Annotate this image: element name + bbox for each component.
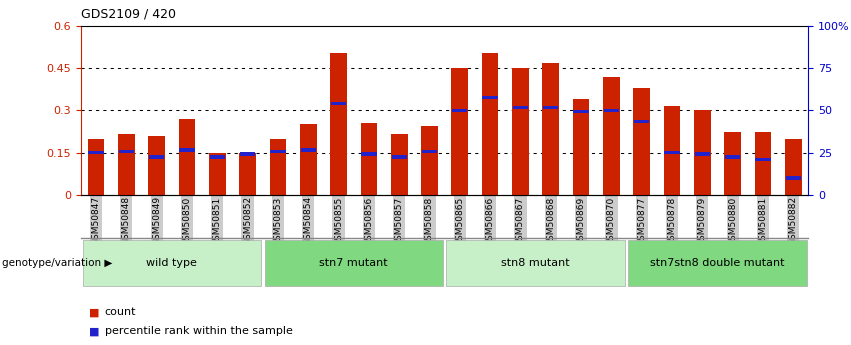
Bar [180, 148, 195, 151]
Bar [574, 110, 589, 114]
Bar [452, 109, 467, 112]
FancyBboxPatch shape [447, 240, 625, 286]
Bar [148, 136, 165, 195]
Bar [785, 139, 802, 195]
Bar [361, 123, 377, 195]
Bar [694, 152, 710, 156]
Bar [513, 106, 528, 109]
FancyBboxPatch shape [83, 240, 261, 286]
FancyBboxPatch shape [265, 240, 443, 286]
Bar [240, 152, 255, 156]
Bar [239, 153, 256, 195]
Text: stn8 mutant: stn8 mutant [501, 258, 570, 268]
Bar [330, 53, 347, 195]
Bar [149, 155, 164, 159]
Bar [361, 152, 376, 156]
Bar [270, 139, 286, 195]
Bar [421, 126, 437, 195]
Bar [300, 148, 316, 151]
Bar [209, 153, 226, 195]
Bar [512, 68, 528, 195]
FancyBboxPatch shape [628, 240, 807, 286]
Bar [331, 102, 346, 105]
Bar [785, 176, 801, 180]
Text: ■: ■ [89, 307, 100, 317]
Bar [725, 155, 740, 159]
Bar [209, 155, 225, 159]
Text: count: count [105, 307, 136, 317]
Bar [118, 150, 134, 153]
Bar [603, 109, 619, 112]
Bar [634, 120, 649, 124]
Text: GDS2109 / 420: GDS2109 / 420 [81, 7, 176, 20]
Bar [573, 99, 590, 195]
Text: genotype/variation ▶: genotype/variation ▶ [2, 258, 112, 268]
Bar [755, 131, 771, 195]
Bar [300, 125, 317, 195]
Bar [271, 150, 286, 153]
Bar [664, 106, 680, 195]
Bar [542, 62, 559, 195]
Bar [422, 150, 437, 153]
Text: ■: ■ [89, 326, 100, 336]
Bar [603, 77, 620, 195]
Text: wild type: wild type [146, 258, 197, 268]
Bar [179, 119, 195, 195]
Bar [391, 134, 408, 195]
Bar [482, 53, 499, 195]
Bar [756, 158, 771, 161]
Bar [391, 155, 407, 159]
Bar [89, 151, 104, 154]
Bar [665, 151, 680, 154]
Bar [543, 106, 558, 109]
Bar [724, 131, 741, 195]
Text: stn7 mutant: stn7 mutant [319, 258, 388, 268]
Bar [88, 139, 105, 195]
Bar [452, 68, 468, 195]
Bar [118, 134, 134, 195]
Text: stn7stn8 double mutant: stn7stn8 double mutant [650, 258, 785, 268]
Bar [633, 88, 650, 195]
Bar [694, 110, 711, 195]
Text: percentile rank within the sample: percentile rank within the sample [105, 326, 293, 336]
Bar [483, 96, 498, 99]
